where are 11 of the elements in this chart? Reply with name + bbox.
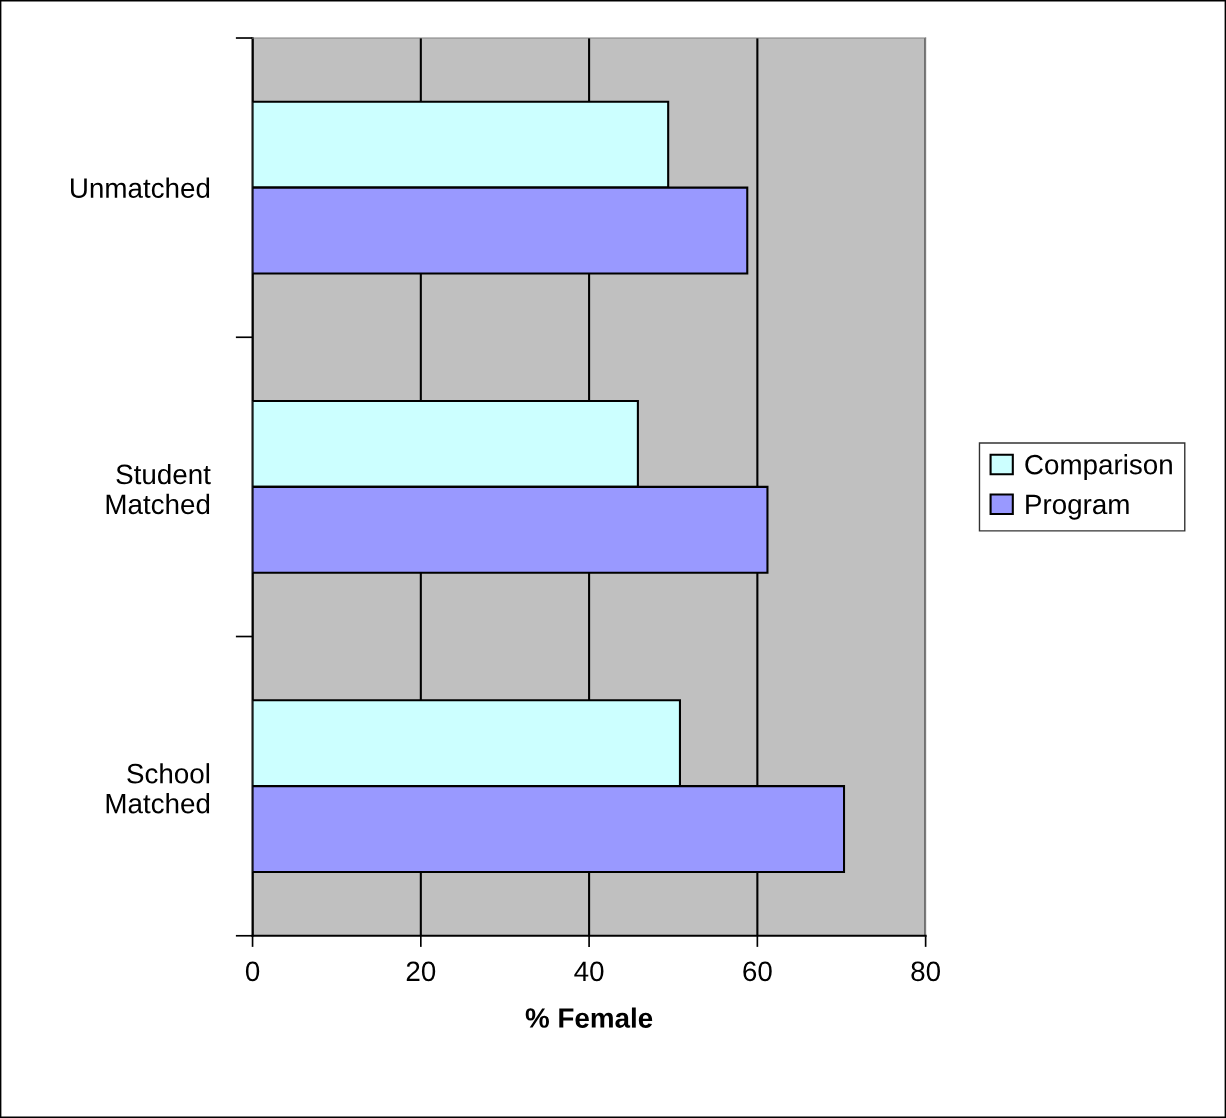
x-tick-label: 0 <box>245 961 260 982</box>
x-tick-label: 40 <box>574 961 604 982</box>
y-tick-label: Student Matched <box>106 463 211 515</box>
x-tick-label: 20 <box>406 961 436 982</box>
legend-label: Program <box>1026 494 1129 520</box>
y-tick-label: Unmatched <box>70 177 210 198</box>
y-tick-label: School Matched <box>106 763 210 814</box>
legend-label: Comparison <box>1025 454 1172 480</box>
x-tick-label: 60 <box>743 961 772 982</box>
x-tick-label: 80 <box>911 961 940 982</box>
x-axis-title: % Female <box>525 1007 653 1028</box>
